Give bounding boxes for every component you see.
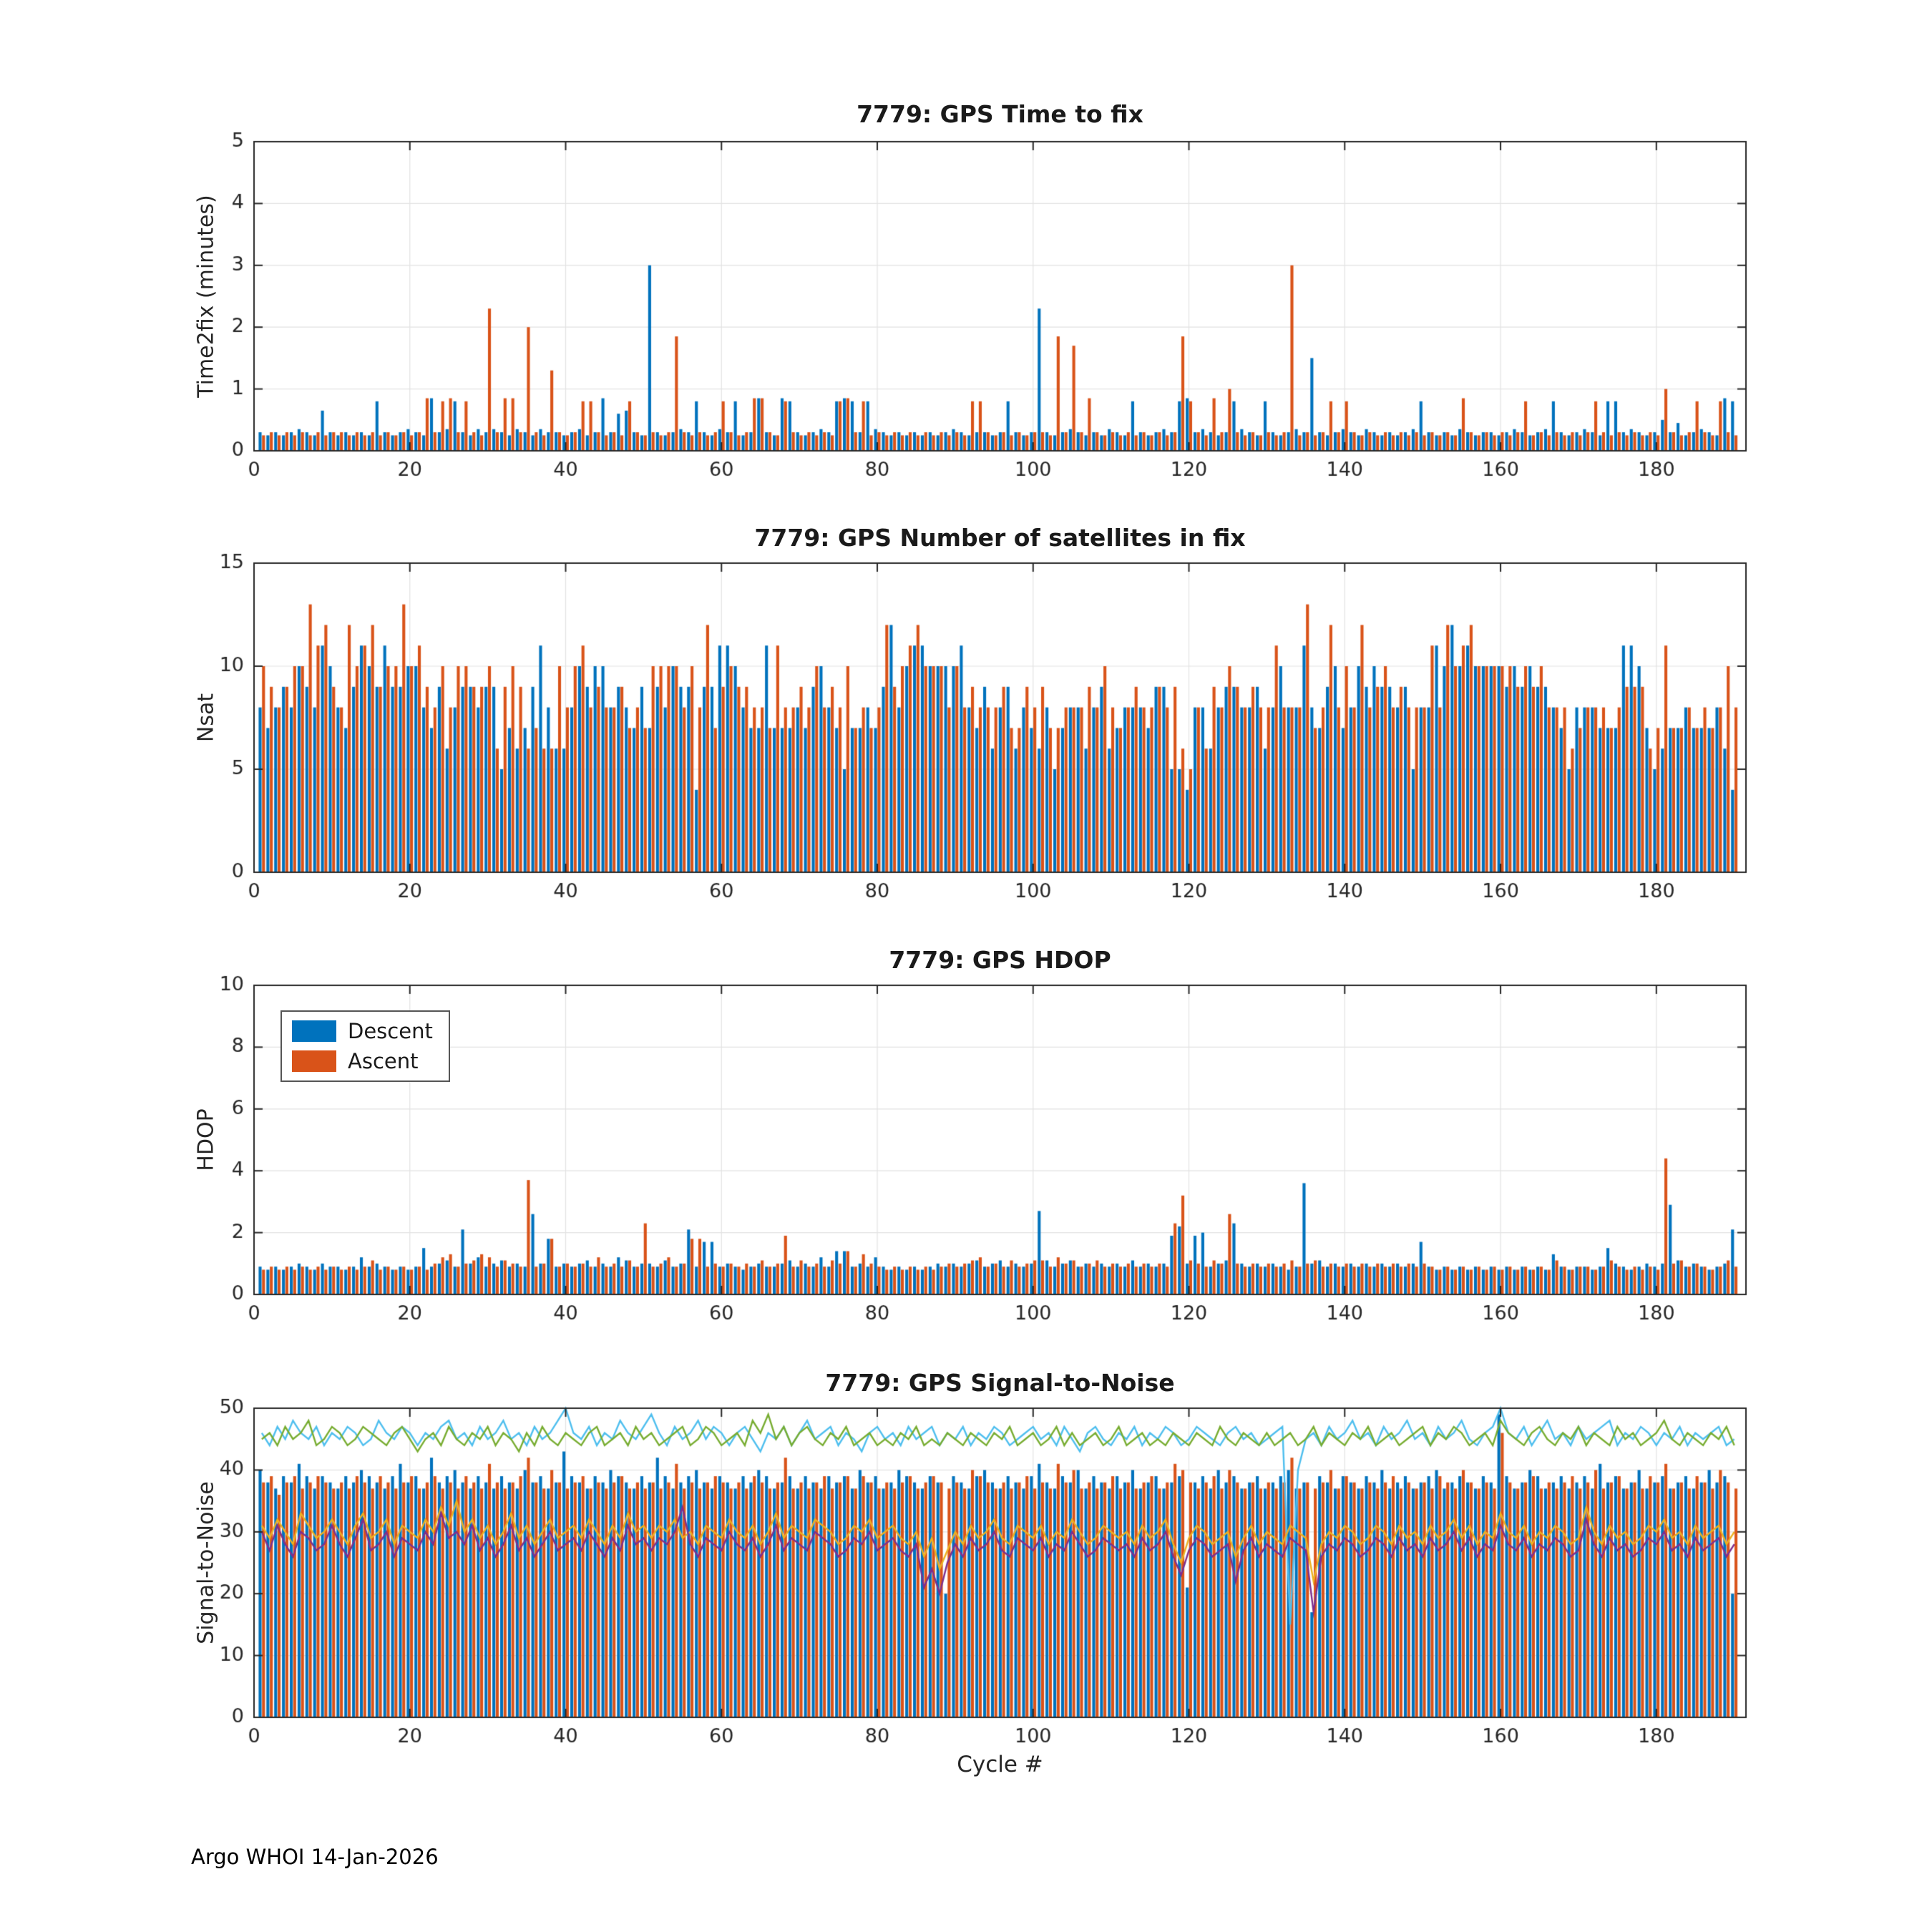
time-to-fix-chart-canvas [168,109,1814,510]
snr-chart-canvas [168,1376,1814,1777]
legend-item-descent: Descent [292,1019,433,1043]
nsat-chart-canvas [168,531,1814,932]
legend-swatch-descent [292,1020,336,1042]
footer-text: Argo WHOI 14-Jan-2026 [191,1845,439,1869]
legend-label-ascent: Ascent [348,1049,419,1073]
legend-item-ascent: Ascent [292,1049,433,1073]
legend-swatch-ascent [292,1050,336,1072]
legend: Descent Ascent [280,1010,450,1082]
legend-label-descent: Descent [348,1019,433,1043]
x-axis-label: Cycle # [957,1752,1043,1777]
